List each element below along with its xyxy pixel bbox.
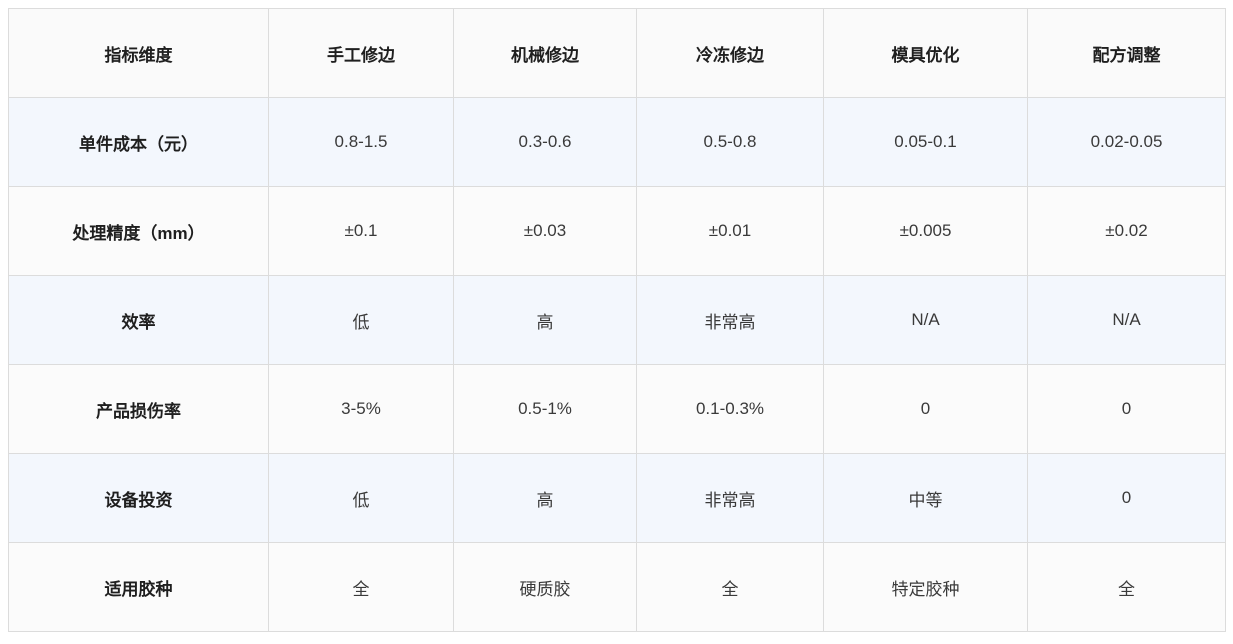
cell-value: 0.8-1.5 [268, 97, 454, 187]
cell-value: 0.5-1% [453, 364, 637, 454]
cell-value: 0.3-0.6 [453, 97, 637, 187]
cell-value: N/A [1027, 275, 1226, 365]
row-label: 产品损伤率 [8, 364, 269, 454]
cell-value: 全 [636, 542, 824, 632]
table-row: 处理精度（mm） ±0.1 ±0.03 ±0.01 ±0.005 ±0.02 [8, 186, 1226, 276]
cell-value: 非常高 [636, 453, 824, 543]
table-row: 产品损伤率 3-5% 0.5-1% 0.1-0.3% 0 0 [8, 364, 1226, 454]
table-row: 设备投资低高非常高 中等 0 [8, 453, 1226, 543]
cell-value: 0.02-0.05 [1027, 97, 1226, 187]
cell-value: 低 [268, 275, 454, 365]
cell-value: 0 [823, 364, 1028, 454]
column-header: 模具优化 [823, 8, 1028, 98]
cell-value: ±0.03 [453, 186, 637, 276]
cell-value: 硬质胶 [453, 542, 637, 632]
cell-value: 低 [268, 453, 454, 543]
cell-value: 0 [1027, 364, 1226, 454]
table-row: 适用胶种全硬质胶全特定胶种全 [8, 542, 1226, 632]
column-header: 手工修边 [268, 8, 454, 98]
column-header: 机械修边 [453, 8, 637, 98]
cell-value: 特定胶种 [823, 542, 1028, 632]
row-label: 处理精度（mm） [8, 186, 269, 276]
cell-value: 高 [453, 453, 637, 543]
cell-value: ±0.1 [268, 186, 454, 276]
cell-value: 全 [1027, 542, 1226, 632]
cell-value: 3-5% [268, 364, 454, 454]
cell-value: 高 [453, 275, 637, 365]
cell-value: 中等 [823, 453, 1028, 543]
comparison-table: 指标维度 手工修边 机械修边 冷冻修边 模具优化 配方调整 单件成本（元） 0.8-1.5 0… [8, 8, 1226, 632]
column-header: 配方调整 [1027, 8, 1226, 98]
table-row: 单件成本（元） 0.8-1.5 0.3-0.6 0.5-0.8 0.05-0.1 0.02… [8, 97, 1226, 187]
cell-value: ±0.02 [1027, 186, 1226, 276]
row-label: 单件成本（元） [8, 97, 269, 187]
cell-value: ±0.005 [823, 186, 1028, 276]
header-row: 指标维度 手工修边 机械修边 冷冻修边 模具优化 配方调整 [8, 8, 1226, 98]
column-header: 冷冻修边 [636, 8, 824, 98]
column-header-dimension: 指标维度 [8, 8, 269, 98]
row-label: 效率 [8, 275, 269, 365]
row-label: 设备投资 [8, 453, 269, 543]
cell-value: 0 [1027, 453, 1226, 543]
cell-value: 非常高 [636, 275, 824, 365]
cell-value: N/A [823, 275, 1028, 365]
row-label: 适用胶种 [8, 542, 269, 632]
cell-value: ±0.01 [636, 186, 824, 276]
cell-value: 全 [268, 542, 454, 632]
cell-value: 0.05-0.1 [823, 97, 1028, 187]
cell-value: 0.5-0.8 [636, 97, 824, 187]
table-row: 效率低高非常高 N/A N/A [8, 275, 1226, 365]
cell-value: 0.1-0.3% [636, 364, 824, 454]
